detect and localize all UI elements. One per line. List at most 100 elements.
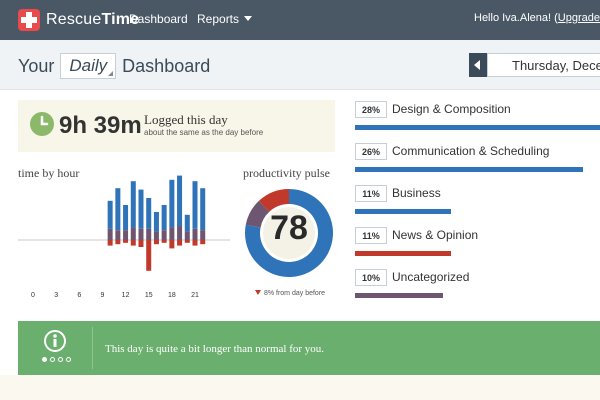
hour-bar-distracting (138, 240, 144, 247)
pulse-change-note: 8% from day before (240, 290, 340, 297)
hour-bar-neutral (184, 231, 190, 240)
category-item[interactable]: 26% Communication & Scheduling (355, 143, 600, 183)
logo-text: RescueTime (46, 11, 140, 28)
pager-dot[interactable] (50, 357, 55, 362)
top-nav: RescueTime Dashboard Reports Hello Iva.A… (0, 0, 600, 40)
category-bar (355, 209, 451, 214)
hour-bar-neutral (138, 228, 144, 240)
logged-time-label: Logged this day (144, 112, 228, 127)
productivity-pulse-score: 78 (270, 209, 308, 247)
hour-bar-productive (153, 212, 159, 232)
hour-bar-distracting (177, 240, 183, 246)
hour-tick-label: 0 (31, 292, 35, 299)
category-item[interactable]: 28% Design & Composition (355, 101, 600, 141)
hour-bar-distracting (107, 240, 113, 246)
hour-bar-productive (161, 205, 167, 231)
category-item[interactable]: 10% Uncategorized (355, 269, 600, 309)
hour-bar-distracting (130, 240, 136, 246)
category-percent-badge: 10% (355, 269, 387, 286)
category-percent-badge: 11% (355, 185, 387, 202)
dropdown-corner-icon (108, 71, 114, 76)
chevron-down-icon (244, 16, 253, 21)
pulse-donut-segment (245, 189, 333, 277)
hour-bar-distracting (153, 240, 159, 245)
hour-bar-neutral (161, 230, 167, 240)
nav-reports[interactable]: Reports (197, 12, 253, 26)
time-by-hour-label: time by hour (18, 166, 80, 180)
hour-bar-productive (192, 181, 198, 229)
category-item[interactable]: 11% News & Opinion (355, 227, 600, 267)
rescuetime-logo[interactable]: RescueTime (18, 8, 139, 32)
hour-tick-label: 15 (145, 292, 153, 299)
hour-bar-neutral (153, 231, 159, 240)
category-bar (355, 125, 600, 130)
page-title: Your Daily Dashboard (18, 53, 210, 79)
down-arrow-icon (254, 290, 261, 295)
title-suffix: Dashboard (122, 55, 211, 76)
category-item[interactable]: 11% Business (355, 185, 600, 225)
pulse-donut-segment (245, 200, 270, 228)
category-label[interactable]: Design & Composition (392, 102, 511, 116)
category-percent-badge: 26% (355, 143, 387, 160)
category-label[interactable]: Communication & Scheduling (392, 144, 550, 158)
hour-bar-neutral (146, 228, 152, 240)
hour-bar-distracting (115, 240, 121, 245)
logged-time-comparison: about the same as the day before (144, 128, 264, 137)
hour-bar-productive (123, 205, 129, 231)
hour-tick-label: 6 (77, 292, 81, 299)
hour-bar-distracting (123, 240, 129, 243)
pager-dot[interactable] (66, 357, 71, 362)
date-selector[interactable]: Thursday, Decem (487, 53, 600, 77)
user-greeting: Hello Iva.Alena! (Upgrade to P (474, 12, 600, 24)
hour-tick-label: 18 (168, 292, 176, 299)
footer-strip (0, 375, 600, 400)
hour-bar-productive (107, 200, 113, 229)
period-select[interactable]: Daily (60, 53, 117, 79)
hour-bar-productive (169, 179, 175, 228)
pulse-donut-center (263, 207, 315, 259)
clock-icon (30, 112, 54, 136)
logged-time-value: 9h 39m (59, 112, 142, 139)
hour-tick-label: 12 (122, 292, 130, 299)
insight-banner: This day is quite a bit longer than norm… (18, 321, 600, 375)
logged-time-panel: 9h 39m Logged this day about the same as… (18, 100, 335, 152)
hour-bar-distracting (200, 240, 206, 245)
hour-bar-neutral (169, 227, 175, 240)
category-label[interactable]: Uncategorized (392, 270, 470, 284)
hour-bar-distracting (169, 240, 175, 249)
pager-dot[interactable] (42, 357, 47, 362)
hour-bar-neutral (200, 230, 206, 240)
banner-divider (92, 327, 93, 369)
hour-bar-neutral (123, 230, 129, 240)
info-icon (44, 330, 66, 352)
hour-bar-distracting (184, 240, 190, 243)
hour-bar-distracting (192, 240, 198, 246)
category-label[interactable]: News & Opinion (392, 228, 479, 242)
nav-dashboard[interactable]: Dashboard (129, 12, 188, 26)
banner-pager[interactable] (42, 357, 71, 362)
logo-cross-icon (18, 9, 40, 31)
category-percent-badge: 28% (355, 101, 387, 118)
hour-bar-productive (138, 189, 144, 229)
category-bar (355, 251, 451, 256)
hour-bar-productive (200, 188, 206, 231)
hour-bar-productive (130, 181, 136, 228)
hour-tick-label: 21 (191, 292, 199, 299)
hour-bar-neutral (115, 230, 121, 240)
upgrade-link[interactable]: Upgrade to P (557, 12, 600, 24)
hour-bar-neutral (107, 228, 113, 240)
hour-bar-neutral (130, 227, 136, 240)
hour-bar-neutral (177, 226, 183, 240)
category-bar (355, 167, 583, 172)
hour-bar-productive (146, 198, 152, 229)
category-label[interactable]: Business (392, 186, 441, 200)
hour-tick-label: 9 (100, 292, 104, 299)
hour-bar-productive (177, 175, 183, 226)
pager-dot[interactable] (58, 357, 63, 362)
hour-bar-neutral (192, 228, 198, 240)
category-bar (355, 293, 443, 298)
hour-tick-label: 3 (54, 292, 58, 299)
title-prefix: Your (18, 55, 55, 76)
previous-day-button[interactable] (469, 53, 487, 77)
